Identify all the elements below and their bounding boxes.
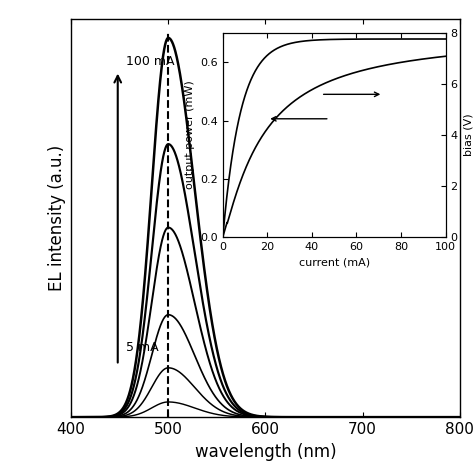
Y-axis label: output power (mW): output power (mW) — [184, 81, 195, 190]
X-axis label: current (mA): current (mA) — [299, 257, 370, 267]
Text: 5 mA: 5 mA — [126, 341, 158, 355]
Y-axis label: EL intensity (a.u.): EL intensity (a.u.) — [47, 145, 65, 291]
X-axis label: wavelength (nm): wavelength (nm) — [195, 443, 336, 461]
Y-axis label: bias (V): bias (V) — [463, 114, 473, 156]
Text: 100 mA: 100 mA — [126, 55, 174, 68]
